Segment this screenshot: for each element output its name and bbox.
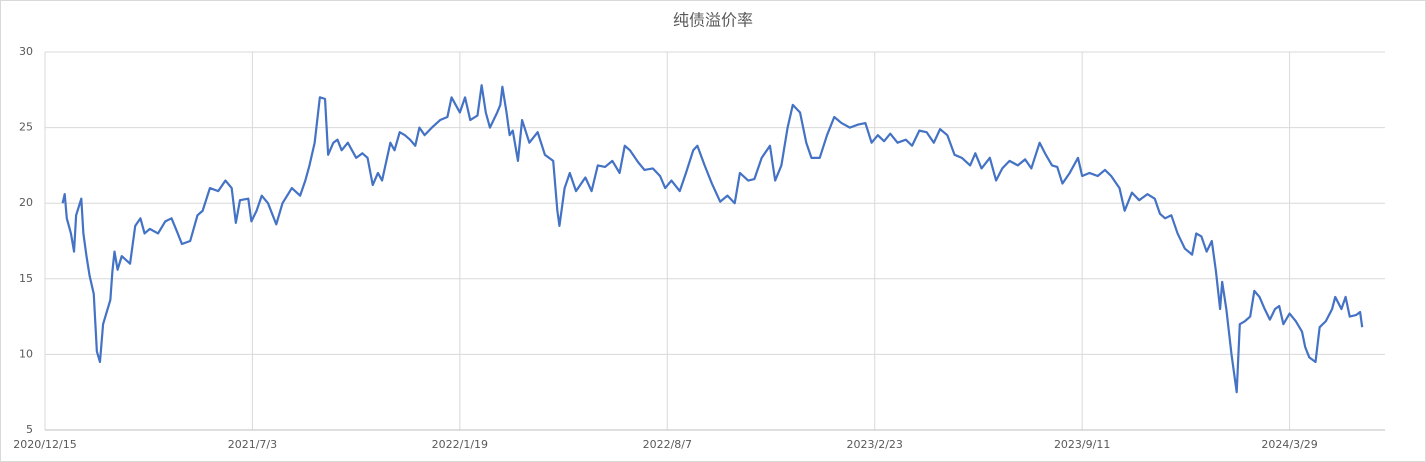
y-tick-label: 30: [19, 45, 33, 58]
x-tick-label: 2022/8/7: [643, 438, 692, 451]
chart-title: 纯债溢价率: [673, 11, 753, 30]
x-tick-label: 2023/2/23: [847, 438, 903, 451]
x-tick-label: 2023/9/11: [1054, 438, 1110, 451]
y-tick-label: 10: [19, 347, 33, 360]
y-tick-label: 15: [19, 272, 33, 285]
x-tick-label: 2024/3/29: [1261, 438, 1317, 451]
x-tick-label: 2021/7/3: [228, 438, 277, 451]
x-tick-label: 2020/12/15: [13, 438, 76, 451]
x-tick-label: 2022/1/19: [432, 438, 488, 451]
y-tick-label: 5: [26, 423, 33, 436]
y-tick-label: 20: [19, 196, 33, 209]
data-line: [61, 84, 1364, 394]
y-tick-label: 25: [19, 121, 33, 134]
